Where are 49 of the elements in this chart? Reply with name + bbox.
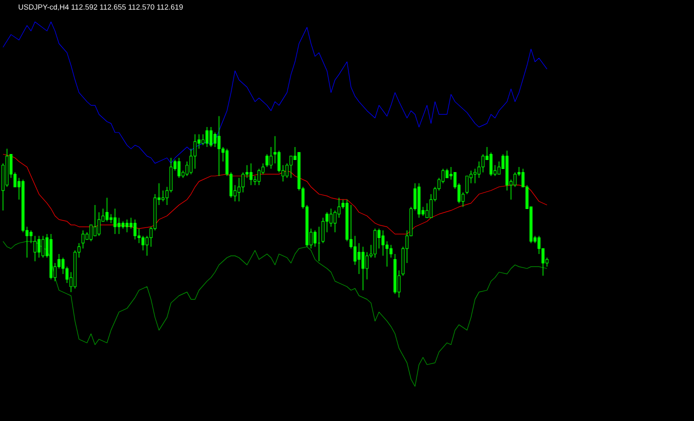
- candlestick: [390, 244, 393, 258]
- candlestick: [474, 168, 477, 184]
- candlestick: [366, 252, 369, 280]
- candlestick: [354, 235, 357, 266]
- candlestick: [202, 134, 205, 146]
- candlestick: [238, 177, 241, 202]
- candlestick: [98, 212, 101, 236]
- candlestick: [266, 154, 269, 168]
- candlestick: [322, 217, 325, 244]
- candlestick: [258, 168, 261, 186]
- candlestick: [30, 230, 32, 244]
- candlestick: [362, 246, 365, 291]
- candlestick: [206, 126, 209, 148]
- candlestick: [34, 235, 36, 262]
- candlestick: [514, 172, 517, 188]
- candlestick: [118, 217, 121, 234]
- candlestick: [330, 208, 333, 228]
- candlestick: [218, 116, 221, 176]
- candlestick: [94, 204, 97, 236]
- candlestick: [38, 235, 40, 258]
- candlestick: [290, 156, 293, 178]
- candlestick: [250, 162, 253, 186]
- candlestick: [194, 134, 197, 170]
- candlestick: [106, 197, 109, 222]
- candlestick: [134, 219, 137, 240]
- candlestick: [210, 126, 213, 148]
- candlestick: [142, 235, 145, 251]
- candlestick: [466, 176, 469, 195]
- candlestick: [426, 202, 429, 218]
- candlestick: [482, 154, 485, 173]
- candlestick: [334, 210, 337, 233]
- candlestick: [214, 132, 217, 148]
- candlestick: [382, 230, 385, 256]
- candlestick: [446, 168, 449, 178]
- candlestick: [178, 158, 181, 178]
- candlestick: [242, 172, 245, 193]
- candlestick: [270, 146, 273, 170]
- candlestick: [278, 150, 281, 173]
- candlestick: [114, 208, 117, 234]
- candlestick: [82, 230, 84, 249]
- candlestick: [162, 190, 165, 202]
- candlestick: [42, 235, 44, 258]
- candlestick: [90, 224, 92, 242]
- candlestick: [110, 214, 113, 224]
- candlestick: [126, 219, 129, 233]
- candlestick: [490, 152, 493, 176]
- candlestick: [314, 230, 317, 248]
- candlestick: [374, 228, 377, 258]
- candlestick: [358, 242, 361, 274]
